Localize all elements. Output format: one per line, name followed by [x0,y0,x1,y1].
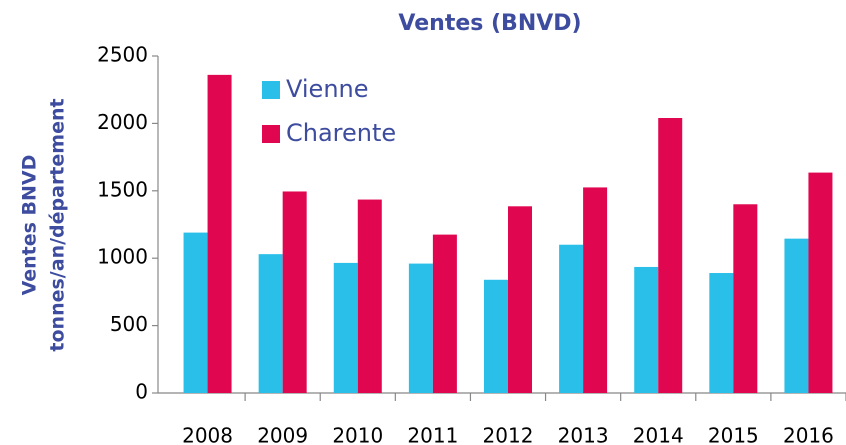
legend-swatch [262,81,280,99]
x-tick-label: 2015 [708,424,759,445]
y-tick-label: 500 [110,312,148,336]
bar [258,254,283,393]
bar [207,74,232,393]
bar [408,263,433,393]
y-tick-label: 0 [135,380,148,404]
chart-title: Ventes (BNVD) [398,11,581,36]
y-axis-label: tonnes/an/département [47,98,69,351]
bar [333,262,358,393]
bar [658,118,683,394]
bar [183,232,208,393]
bar [282,191,307,393]
x-tick-label: 2009 [257,424,308,445]
bar [808,172,833,393]
bar [559,244,584,393]
legend-label: Charente [286,119,396,147]
y-tick-label: 1500 [97,177,148,201]
y-tick-label: 2500 [97,43,148,67]
y-tick-label: 2000 [97,110,148,134]
y-axis-label: Ventes BNVD [19,155,41,296]
y-tick-label: 1000 [97,245,148,269]
bar [784,238,809,393]
x-tick-label: 2014 [633,424,684,445]
bar [484,279,508,393]
bar [733,204,758,393]
bar [508,206,532,393]
bar [357,199,382,393]
bar [432,234,457,393]
legend-swatch [262,125,280,143]
bar [709,273,734,393]
x-tick-label: 2012 [483,424,534,445]
legend-label: Vienne [286,75,369,103]
x-tick-label: 2013 [558,424,609,445]
bar [634,266,659,393]
x-tick-label: 2008 [182,424,233,445]
bar [583,187,608,393]
x-tick-label: 2016 [783,424,834,445]
x-tick-label: 2011 [407,424,458,445]
x-tick-label: 2010 [332,424,383,445]
